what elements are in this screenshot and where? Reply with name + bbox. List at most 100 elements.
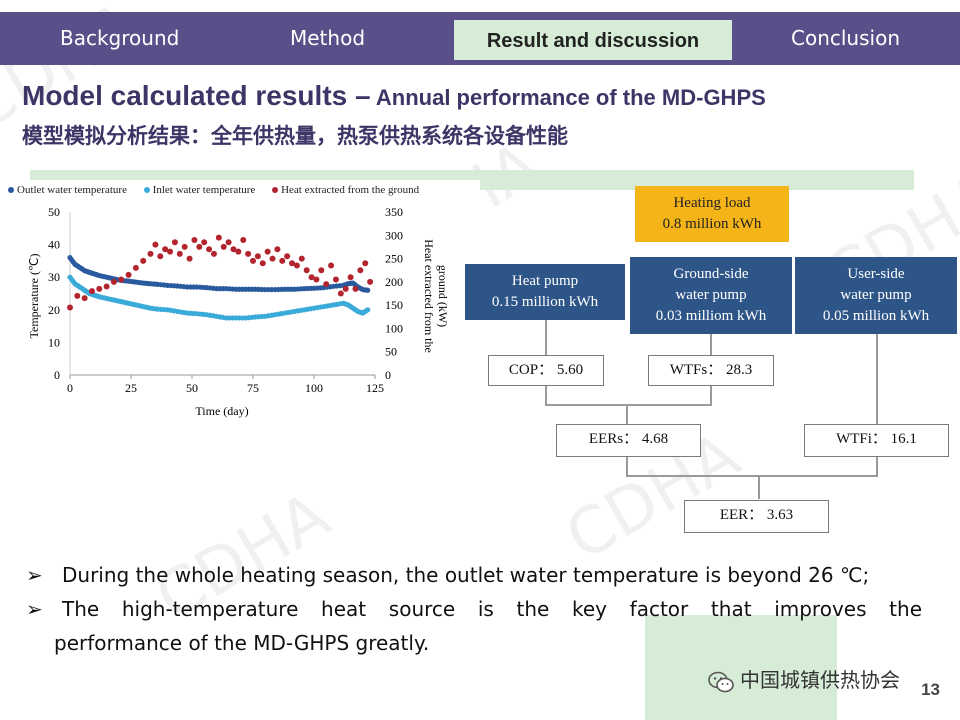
legend-label-heat: Heat extracted from the ground	[281, 184, 420, 196]
heat-extracted-point	[332, 276, 339, 283]
bullet-item-1: ➢ During the whole heating season, the o…	[22, 558, 922, 592]
nav-item-result-and-discussion[interactable]: Result and discussion	[454, 20, 732, 60]
nav-item-method[interactable]: Method	[290, 26, 366, 50]
heat-extracted-point	[298, 255, 305, 262]
heat-extracted-point	[186, 255, 193, 262]
connector-line	[545, 404, 712, 406]
connector-line	[626, 475, 878, 477]
heat-extracted-point	[313, 276, 320, 283]
heat-extracted-point	[162, 246, 169, 253]
y-tick-label: 40	[48, 238, 60, 252]
arrow-bullet-icon: ➢	[26, 563, 43, 587]
y2-tick-label: 150	[385, 298, 403, 312]
heat-extracted-point	[347, 274, 354, 281]
highlight-square	[645, 615, 837, 720]
heat-extracted-point	[210, 250, 217, 257]
legend-marker-outlet	[8, 187, 14, 194]
x-tick-label: 0	[67, 381, 73, 395]
wechat-icon	[708, 671, 734, 692]
heat-extracted-point	[269, 255, 276, 262]
heat-extracted-point	[264, 248, 271, 255]
y-tick-label: 0	[54, 368, 60, 382]
wtfs-box: WTFs： 28.3	[648, 355, 774, 386]
heat-extracted-point	[357, 267, 364, 274]
cop-box: COP： 5.60	[488, 355, 604, 386]
heat-extracted-point	[201, 239, 208, 246]
heat-extracted-point	[140, 257, 147, 264]
connector-line	[758, 475, 760, 499]
wechat-watermark: 中国城镇供热协会	[708, 664, 900, 693]
heat-extracted-point	[235, 248, 242, 255]
temperature-heat-chart: Outlet water temperature Inlet water tem…	[0, 180, 480, 420]
heat-extracted-point	[323, 281, 330, 288]
connector-line	[710, 334, 712, 355]
heat-extracted-point	[167, 248, 174, 255]
legend-marker-inlet	[143, 187, 150, 194]
legend-label-outlet: Outlet water temperature	[17, 184, 127, 196]
connector-line	[545, 385, 547, 405]
heat-pump-label: Heat pump	[511, 273, 579, 289]
y2-tick-label: 100	[385, 321, 403, 335]
connector-line	[545, 320, 547, 355]
heat-extracted-point	[225, 239, 232, 246]
wtfi-box: WTFi： 16.1	[804, 424, 949, 457]
y2-tick-label: 50	[385, 345, 397, 359]
heat-extracted-point	[125, 271, 132, 278]
y2-axis-label-line2: ground (kW)	[436, 265, 450, 327]
y2-tick-label: 350	[385, 205, 403, 219]
ground-pump-value: 0.03 milliom kWh	[655, 308, 767, 324]
heat-extracted-point	[274, 246, 281, 253]
heat-extracted-point	[293, 262, 300, 269]
legend-inlet: Inlet water temperature	[142, 184, 255, 196]
inlet-temp-point	[365, 307, 371, 313]
heat-extracted-point	[245, 250, 252, 257]
heat-extracted-point	[181, 243, 188, 250]
heat-extracted-point	[215, 234, 222, 241]
heat-extracted-point	[171, 239, 178, 246]
heat-extracted-point	[103, 283, 110, 290]
heat-extracted-point	[240, 236, 247, 243]
heat-extracted-point	[279, 257, 286, 264]
heat-pump-value: 0.15 million kWh	[491, 294, 599, 310]
heat-extracted-point	[206, 246, 213, 253]
y2-axis-label-line1: Heat extracted from the	[422, 239, 436, 353]
heat-extracted-point	[362, 260, 369, 267]
y-tick-label: 20	[48, 303, 60, 317]
heat-extracted-point	[284, 253, 291, 260]
connector-line	[876, 334, 878, 424]
heat-extracted-point	[367, 278, 374, 285]
heating-load-label: Heating load	[673, 195, 751, 211]
heat-extracted-point	[96, 285, 103, 292]
section-nav-bar: Background Method Result and discussion …	[0, 12, 960, 65]
heat-extracted-point	[230, 246, 237, 253]
connector-line	[710, 385, 712, 405]
bullet-text-1: During the whole heating season, the out…	[62, 563, 870, 587]
y2-tick-label: 250	[385, 252, 403, 266]
nav-item-background[interactable]: Background	[60, 26, 180, 50]
user-side-pump-box: User-side water pump 0.05 million kWh	[795, 257, 957, 334]
heat-extracted-point	[118, 276, 125, 283]
legend-marker-heat	[272, 187, 279, 194]
x-tick-label: 25	[125, 381, 137, 395]
y-tick-label: 30	[48, 270, 60, 284]
chart-plot: 0 25 50 75 100 125010203040500501001502002503…	[27, 205, 450, 418]
user-pump-line2: water pump	[840, 287, 912, 303]
slide-subtitle-chinese: 模型模拟分析结果：全年供热量，热泵供热系统各设备性能	[22, 124, 568, 148]
heat-extracted-point	[303, 267, 310, 274]
heat-extracted-point	[289, 260, 296, 267]
heat-extracted-point	[147, 250, 154, 257]
heat-extracted-point	[81, 295, 88, 302]
x-tick-label: 75	[247, 381, 259, 395]
heat-extracted-point	[254, 253, 261, 260]
arrow-bullet-icon: ➢	[26, 597, 43, 621]
outlet-temp-point	[365, 287, 371, 293]
slide-title: Model calculated results – Annual perfor…	[22, 80, 766, 112]
y2-tick-label: 200	[385, 275, 403, 289]
heating-load-box: Heating load 0.8 million kWh	[635, 186, 789, 242]
x-tick-label: 50	[186, 381, 198, 395]
nav-item-conclusion[interactable]: Conclusion	[791, 26, 900, 50]
heat-extracted-point	[250, 257, 256, 264]
page-number: 13	[921, 680, 940, 699]
heat-extracted-point	[337, 290, 344, 297]
y-tick-label: 50	[48, 205, 60, 219]
